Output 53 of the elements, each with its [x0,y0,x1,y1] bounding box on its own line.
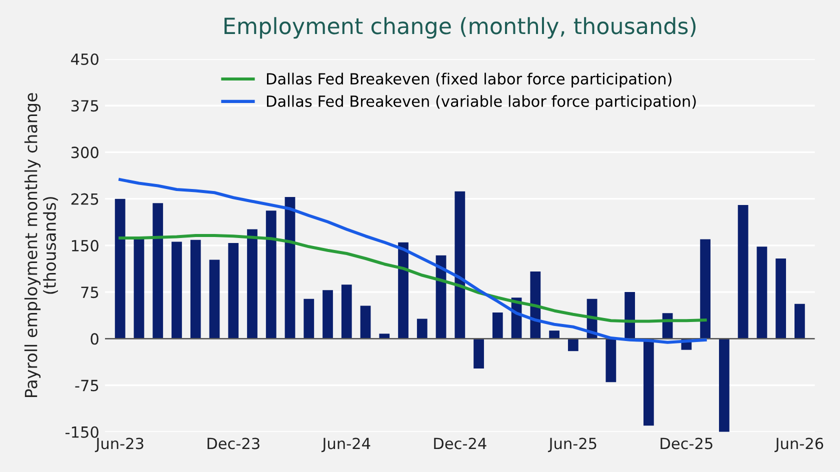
bar [114,198,126,339]
bar [228,242,239,339]
x-tick-label: Jun-23 [94,438,144,452]
x-tick-label: Jun-26 [774,438,824,452]
bar [304,298,314,339]
x-tick-label: Jun-25 [548,438,596,452]
y-tick-label: -75 [75,380,98,392]
bar [624,292,635,339]
bar [379,334,390,339]
bar [152,203,164,339]
x-tick-label: Jun-24 [321,438,370,452]
chart-title: Employment change (monthly, thousands) [224,17,696,39]
line-series [118,234,707,323]
bar [549,330,560,339]
bar [718,338,730,432]
bar [360,306,371,339]
bar [738,205,748,339]
y-tick-label: 150 [72,240,98,252]
bar [341,284,352,339]
bar [172,242,182,339]
y-tick-label: -150 [66,426,98,438]
bar [776,258,786,339]
line-series [118,178,707,344]
bar [416,318,428,339]
bar [134,238,144,339]
bar [568,338,578,352]
bar [474,338,484,368]
y-axis-title: Payroll employment monthly change (thousands) [24,93,58,398]
bar [794,304,805,339]
bar [398,242,408,339]
y-tick-label: 450 [71,53,98,66]
bar [209,260,220,339]
bar [606,338,616,382]
y-tick-label: 0 [90,333,98,345]
y-tick-label: 75 [81,286,98,298]
bar [530,272,541,339]
bar [190,240,201,339]
bar [247,229,258,339]
bar [756,246,768,339]
y-tick-label: 300 [71,146,98,158]
bar [266,210,276,339]
y-tick-label: 375 [71,100,98,112]
bar [284,196,296,339]
bar [454,191,466,339]
bar [700,239,710,339]
x-tick-label: Dec-23 [208,438,260,450]
legend-label: Dallas Fed Breakeven (fixed labor force participation) [266,72,672,88]
x-tick-label: Dec-24 [434,438,486,450]
bar [492,312,503,339]
y-tick-label: 225 [71,193,98,205]
x-tick-label: Dec-25 [660,438,712,450]
legend-label: Dallas Fed Breakeven (variable labor force participation) [266,95,696,110]
bar [322,290,333,339]
